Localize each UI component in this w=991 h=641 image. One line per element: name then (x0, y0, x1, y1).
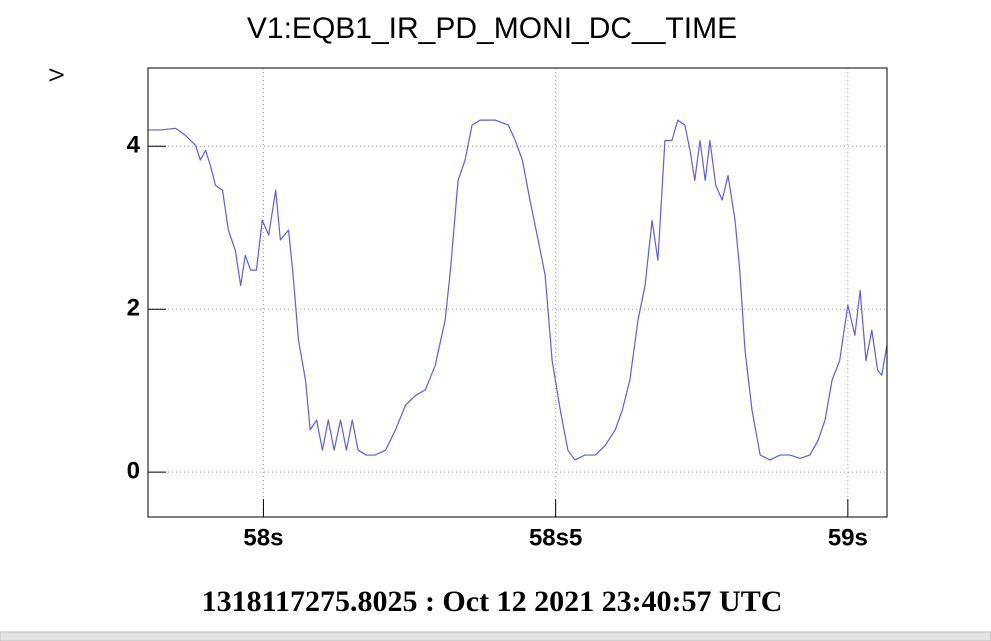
x-tick-label: 58s (243, 524, 283, 551)
y-tick-label: 0 (127, 458, 140, 485)
y-axis-label: V (46, 68, 68, 82)
x-tick-label: 59s (828, 524, 868, 551)
y-tick-label: 4 (127, 132, 141, 159)
status-bar (0, 631, 991, 641)
line-series (148, 119, 888, 461)
plot-frame (147, 67, 888, 518)
x-tick-label: 58s5 (529, 524, 582, 551)
timestamp: 1318117275.8025 : Oct 12 2021 23:40:57 U… (202, 585, 783, 618)
chart-title: V1:EQB1_IR_PD_MONI_DC__TIME (247, 12, 737, 45)
y-tick-label: 2 (127, 295, 140, 322)
